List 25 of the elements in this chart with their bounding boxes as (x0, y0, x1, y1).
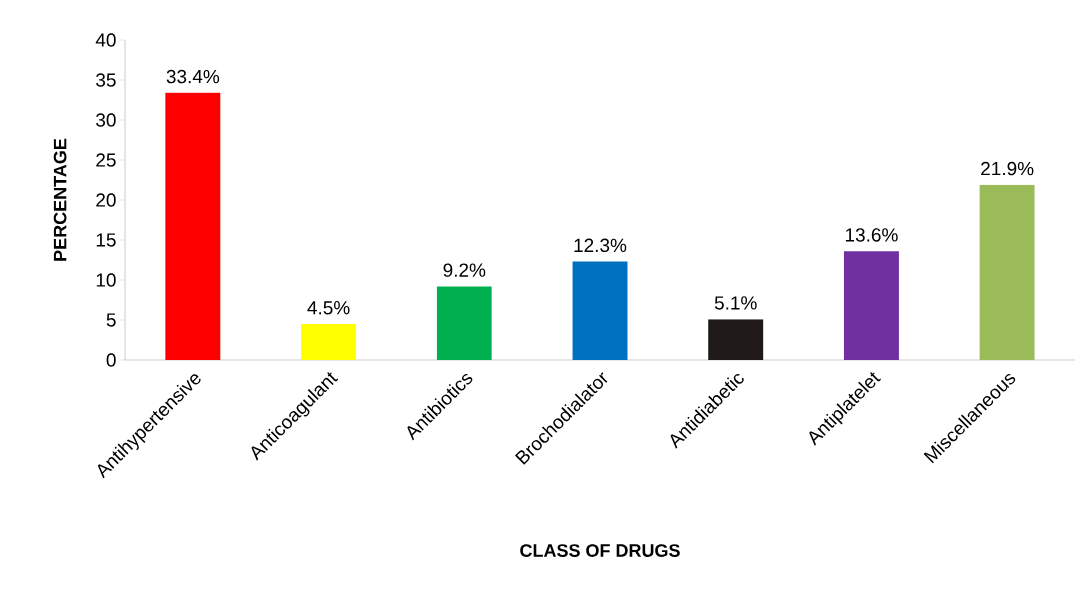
x-axis-title: CLASS OF DRUGS (520, 544, 680, 557)
bar (708, 319, 764, 360)
y-tick-label: 10 (96, 273, 116, 287)
y-tick-label: 5 (106, 313, 116, 327)
bar (843, 251, 899, 360)
data-label: 4.5% (307, 301, 350, 315)
y-tick-label: 40 (95, 33, 116, 47)
bar (572, 261, 628, 360)
y-tick-label: 30 (96, 113, 116, 127)
bar (979, 184, 1035, 360)
data-label: 21.9% (981, 161, 1034, 176)
y-tick-label: 25 (96, 153, 116, 167)
bar (301, 324, 357, 360)
bar (165, 92, 221, 360)
y-axis-title: PERCENTAGE (53, 138, 67, 261)
data-label: 13.6% (845, 228, 898, 242)
data-label: 33.4% (166, 69, 220, 84)
data-label: 9.2% (443, 263, 486, 277)
y-tick-label: 15 (96, 233, 116, 247)
y-tick-label: 35 (96, 73, 116, 87)
y-tick-label: 20 (96, 193, 116, 207)
bar (436, 286, 492, 360)
data-label: 12.3% (574, 238, 627, 253)
data-label: 5.1% (714, 296, 757, 310)
y-tick-label: 0 (106, 353, 116, 367)
